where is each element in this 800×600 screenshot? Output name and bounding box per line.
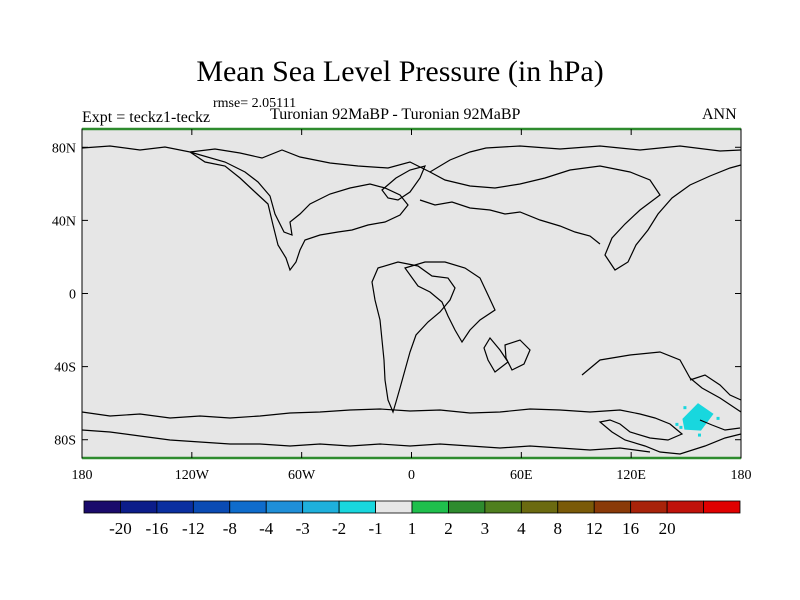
anomaly-speck bbox=[683, 406, 687, 410]
x-tick-label: 60E bbox=[510, 468, 533, 483]
colorbar-swatch bbox=[265, 500, 304, 514]
season-label: ANN bbox=[702, 106, 737, 123]
colorbar-swatch bbox=[83, 500, 121, 514]
x-tick-label: 180 bbox=[72, 468, 93, 483]
coastline-north-america bbox=[189, 151, 409, 272]
colorbar-swatch bbox=[192, 500, 231, 514]
colorbar-swatch bbox=[593, 500, 632, 514]
colorbar-label: 4 bbox=[517, 519, 526, 538]
colorbar-swatch bbox=[557, 500, 595, 514]
colorbar-swatch bbox=[302, 500, 340, 514]
colorbar-label: -12 bbox=[182, 519, 205, 538]
colorbar-label: -1 bbox=[368, 519, 382, 538]
anomaly-speck bbox=[675, 422, 679, 426]
colorbar-label: 16 bbox=[622, 519, 639, 538]
y-tick-label: 40N bbox=[52, 214, 76, 229]
coastline-australia-antarctic bbox=[581, 351, 742, 413]
colorbar-swatch bbox=[229, 500, 267, 514]
colorbar-swatch bbox=[120, 500, 158, 514]
coastlines bbox=[81, 145, 742, 455]
y-tick-label: 0 bbox=[69, 288, 76, 303]
coastline-south-america bbox=[371, 261, 456, 414]
colorbar-label: 8 bbox=[554, 519, 563, 538]
x-axis: 180 120W 60W 0 60E 120E 180 bbox=[72, 129, 752, 483]
map-panel bbox=[82, 129, 741, 458]
colorbar-label: -8 bbox=[223, 519, 237, 538]
anomaly-speck bbox=[716, 416, 720, 420]
colorbar-swatch bbox=[703, 500, 741, 514]
y-tick-label: 40S bbox=[54, 361, 76, 376]
colorbar-label: -3 bbox=[296, 519, 310, 538]
colorbar-label: 3 bbox=[481, 519, 490, 538]
anomaly-speck bbox=[697, 433, 701, 437]
colorbar-swatch bbox=[448, 500, 486, 514]
x-tick-label: 120E bbox=[616, 468, 646, 483]
coastline-eurasia-north bbox=[429, 164, 742, 271]
comparison-label: Turonian 92MaBP - Turonian 92MaBP bbox=[270, 106, 521, 123]
colorbar-swatch bbox=[630, 500, 668, 514]
y-tick-label: 80S bbox=[54, 434, 76, 449]
colorbar-label: -4 bbox=[259, 519, 274, 538]
anomaly-speck bbox=[679, 425, 683, 429]
colorbar-swatch bbox=[338, 500, 376, 514]
x-tick-label: 180 bbox=[731, 468, 752, 483]
colorbar-swatch bbox=[484, 500, 522, 514]
colorbar-swatch bbox=[666, 500, 704, 514]
colorbar-swatch bbox=[156, 500, 194, 514]
coastline-greenland bbox=[381, 165, 427, 201]
colorbar-label: 2 bbox=[444, 519, 453, 538]
colorbar-label: 1 bbox=[408, 519, 417, 538]
x-tick-label: 120W bbox=[175, 468, 210, 483]
coastline-africa bbox=[404, 261, 496, 344]
anomaly-patch bbox=[682, 403, 714, 431]
colorbar-swatch bbox=[520, 500, 559, 514]
x-tick-label: 0 bbox=[408, 468, 415, 483]
experiment-label: Expt = teckz1-teckz bbox=[82, 109, 211, 126]
coastline-south-loop bbox=[81, 429, 651, 453]
coastline-antarctica bbox=[81, 408, 742, 455]
colorbar-label: 12 bbox=[586, 519, 603, 538]
rmse-label: rmse= 2.05111 bbox=[213, 96, 297, 111]
coastline-europe-islands bbox=[419, 199, 601, 245]
coastline-india-madagascar bbox=[483, 336, 531, 373]
colorbar-swatch bbox=[375, 500, 413, 514]
colorbar-label: -2 bbox=[332, 519, 346, 538]
colorbar-label: 20 bbox=[659, 519, 676, 538]
x-tick-label: 60W bbox=[288, 468, 316, 483]
y-axis: 80N 40N 0 40S 80S bbox=[52, 141, 741, 449]
colorbar: -20 -16 -12 -8 -4 -3 -2 -1 1 2 3 4 8 12 16 20 bbox=[83, 500, 741, 538]
colorbar-label: -20 bbox=[109, 519, 132, 538]
chart-title: Mean Sea Level Pressure (in hPa) bbox=[196, 55, 604, 88]
colorbar-swatch bbox=[411, 500, 449, 514]
anomaly-region bbox=[675, 403, 720, 437]
coastline-right-edge bbox=[689, 374, 742, 401]
coastline-islands-east bbox=[699, 419, 741, 431]
y-tick-label: 80N bbox=[52, 141, 76, 156]
colorbar-label: -16 bbox=[146, 519, 169, 538]
